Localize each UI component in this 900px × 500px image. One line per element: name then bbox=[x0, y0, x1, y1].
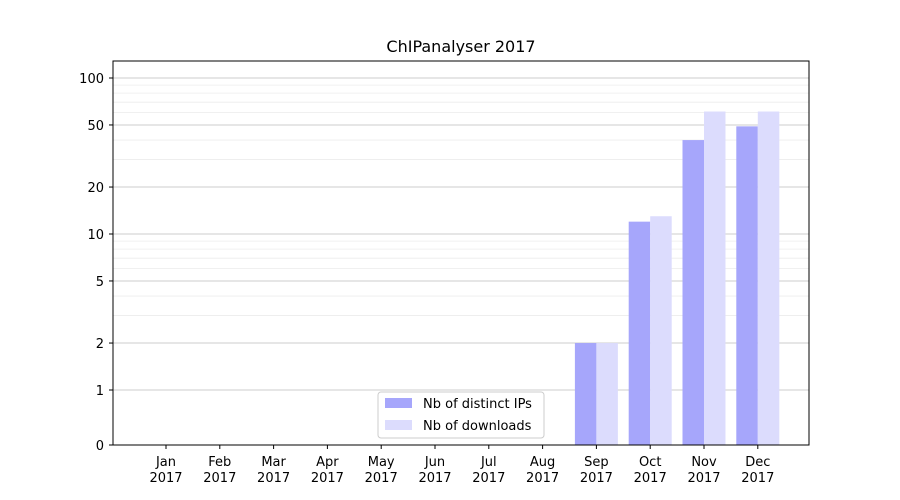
chart-title: ChIPanalyser 2017 bbox=[386, 37, 535, 56]
bar-downloads bbox=[757, 111, 780, 445]
x-tick-label-month: Mar bbox=[261, 455, 286, 470]
x-tick-label-year: 2017 bbox=[149, 471, 182, 486]
bar-distinct-ips bbox=[574, 343, 597, 445]
x-tick-label-month: Nov bbox=[691, 455, 717, 470]
x-tick-label-year: 2017 bbox=[687, 471, 720, 486]
x-tick-label-month: Aug bbox=[530, 455, 555, 470]
x-tick-label-year: 2017 bbox=[472, 471, 505, 486]
x-tick-label-month: Feb bbox=[208, 455, 231, 470]
x-tick-label-year: 2017 bbox=[311, 471, 344, 486]
legend-frame bbox=[377, 391, 545, 439]
bar-distinct-ips bbox=[628, 221, 651, 445]
bar-downloads bbox=[650, 216, 672, 445]
y-tick-label: 5 bbox=[96, 275, 104, 290]
y-axis: 0 1 2 5 10 20 50 100 bbox=[79, 72, 113, 454]
legend-label-distinct-ips: Nb of distinct IPs bbox=[423, 397, 532, 412]
x-tick-label-year: 2017 bbox=[526, 471, 559, 486]
x-tick-label-month: Jul bbox=[480, 455, 497, 470]
bar-downloads bbox=[596, 343, 618, 445]
plot-frame bbox=[112, 60, 810, 446]
x-tick-label-month: Oct bbox=[639, 455, 661, 470]
x-tick-label-month: Jan bbox=[155, 455, 176, 470]
x-tick-label-month: Sep bbox=[584, 455, 609, 470]
x-tick-label-year: 2017 bbox=[634, 471, 667, 486]
y-tick-label: 1 bbox=[96, 384, 104, 399]
x-axis: Jan2017Feb2017Mar2017Apr2017May2017Jun20… bbox=[149, 445, 774, 486]
x-tick-label-year: 2017 bbox=[741, 471, 774, 486]
bar-downloads bbox=[704, 111, 726, 445]
y-tick-label: 2 bbox=[96, 337, 104, 352]
legend-swatch-distinct-ips bbox=[385, 398, 412, 408]
x-tick-label-year: 2017 bbox=[418, 471, 451, 486]
x-tick-label-year: 2017 bbox=[580, 471, 613, 486]
x-tick-label-year: 2017 bbox=[257, 471, 290, 486]
x-tick-label-year: 2017 bbox=[365, 471, 398, 486]
x-tick-label-month: Apr bbox=[316, 455, 339, 470]
y-tick-label: 10 bbox=[87, 228, 104, 243]
x-tick-label-month: Dec bbox=[745, 455, 770, 470]
legend: Nb of distinct IPs Nb of downloads bbox=[377, 391, 545, 439]
y-tick-label: 0 bbox=[96, 439, 104, 454]
x-tick-label-year: 2017 bbox=[203, 471, 236, 486]
bar-distinct-ips bbox=[682, 140, 704, 445]
x-tick-label-month: Jun bbox=[424, 455, 445, 470]
legend-swatch-downloads bbox=[385, 420, 412, 430]
legend-label-downloads: Nb of downloads bbox=[423, 419, 532, 434]
y-tick-label: 100 bbox=[79, 72, 104, 87]
bars bbox=[574, 111, 780, 446]
y-tick-label: 50 bbox=[87, 119, 104, 134]
y-tick-label: 20 bbox=[87, 181, 104, 196]
x-tick-label-month: May bbox=[368, 455, 395, 470]
bar-distinct-ips bbox=[736, 126, 758, 446]
